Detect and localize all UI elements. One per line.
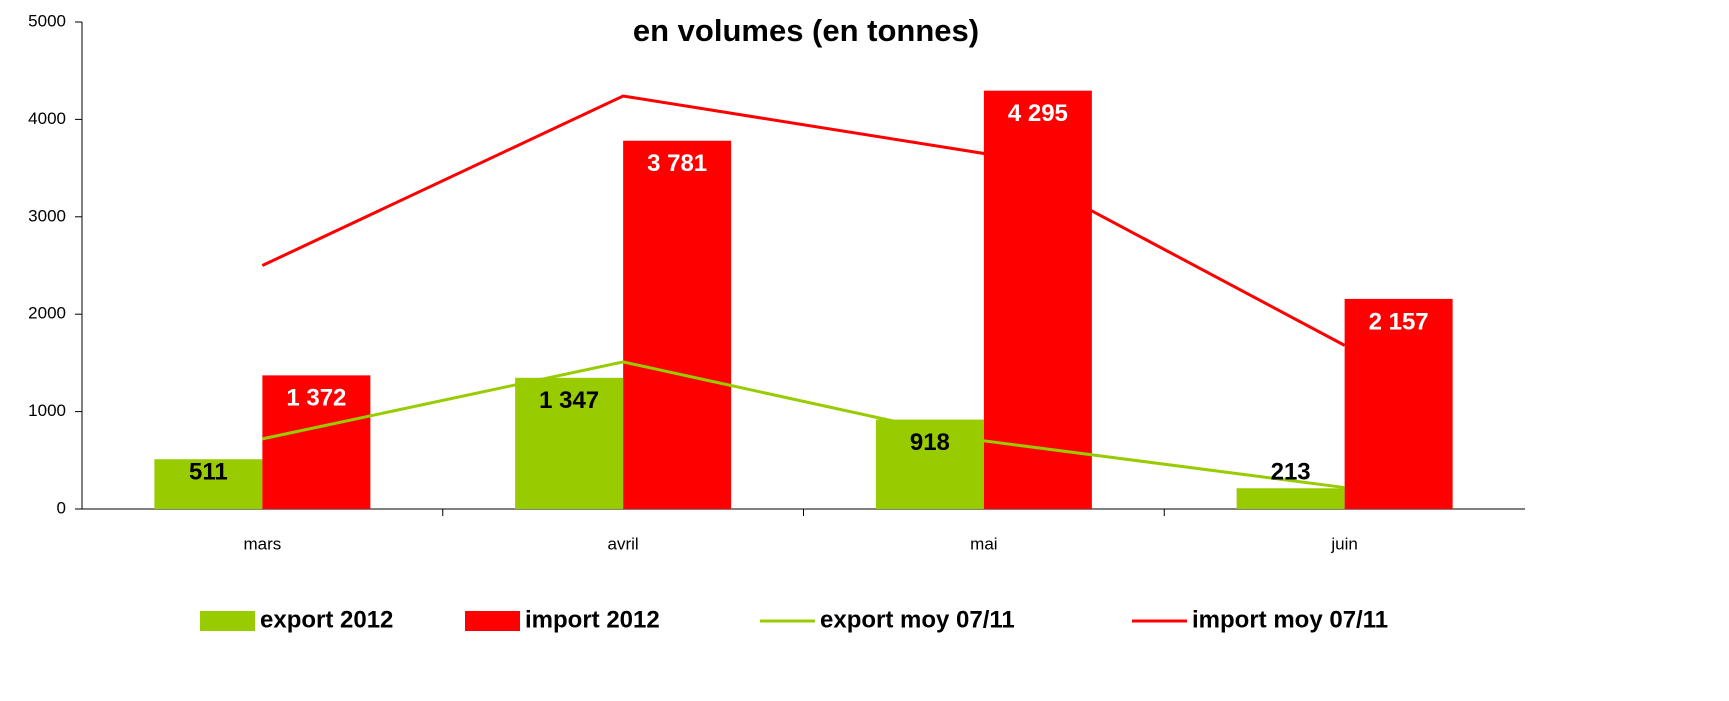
- y-tick-label: 5000: [28, 11, 66, 30]
- y-tick-label: 4000: [28, 109, 66, 128]
- legend-label: import moy 07/11: [1192, 606, 1388, 633]
- bar: [515, 377, 624, 509]
- bar: [875, 419, 984, 509]
- bar: [1236, 488, 1345, 509]
- y-tick-label: 0: [57, 498, 66, 517]
- bar: [154, 459, 263, 509]
- data-label: 3 781: [647, 150, 707, 177]
- y-tick-label: 1000: [28, 401, 66, 420]
- legend-label: import 2012: [525, 606, 660, 633]
- x-tick-label: juin: [1330, 534, 1357, 553]
- data-label: 511: [189, 458, 228, 485]
- data-label: 4 295: [1008, 100, 1068, 127]
- bar: [262, 375, 371, 509]
- legend-label: export 2012: [260, 606, 393, 633]
- legend-swatch: [200, 611, 255, 631]
- x-tick-label: avril: [608, 534, 639, 553]
- bar: [983, 90, 1092, 510]
- data-label: 1 372: [286, 385, 346, 412]
- data-label: 2 157: [1369, 308, 1429, 335]
- line: [262, 360, 1345, 490]
- data-label: 1 347: [539, 387, 599, 414]
- data-label: 213: [1271, 458, 1311, 485]
- line: [261, 94, 1346, 347]
- legend-label: export moy 07/11: [820, 606, 1015, 633]
- y-tick-label: 3000: [28, 206, 66, 225]
- bar: [1344, 298, 1453, 509]
- legend-swatch: [465, 611, 520, 631]
- x-tick-label: mars: [243, 534, 281, 553]
- bar: [623, 140, 732, 510]
- chart-title: en volumes (en tonnes): [633, 13, 979, 48]
- data-label: 918: [910, 429, 950, 456]
- y-tick-label: 2000: [28, 304, 66, 323]
- x-tick-label: mai: [970, 534, 997, 553]
